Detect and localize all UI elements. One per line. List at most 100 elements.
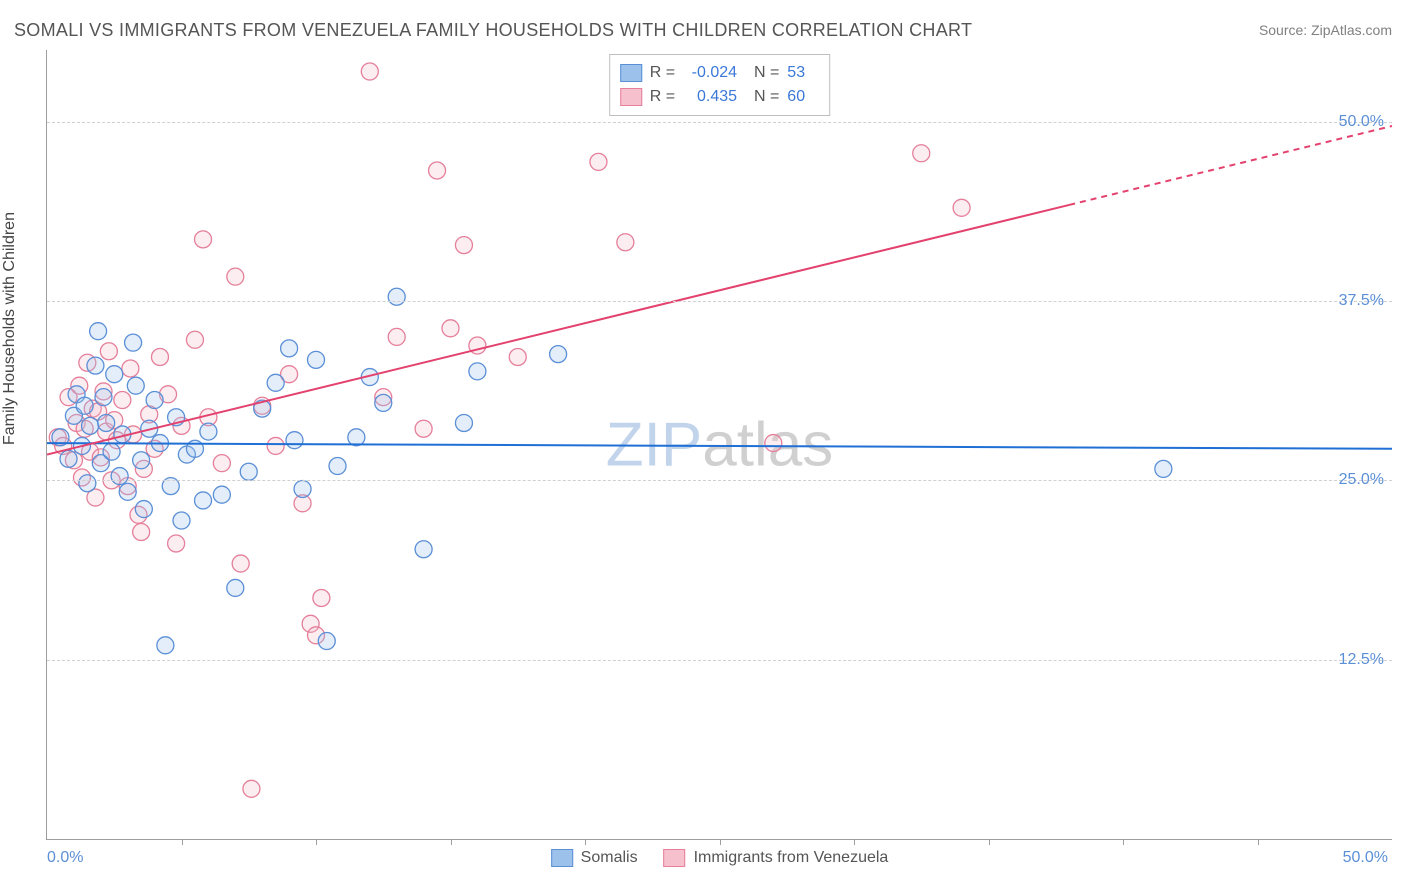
y-tick-label: 25.0% <box>1339 471 1384 489</box>
chart-title: SOMALI VS IMMIGRANTS FROM VENEZUELA FAMI… <box>14 20 972 41</box>
scatter-point <box>550 346 567 363</box>
y-axis-title: Family Households with Children <box>1 212 19 445</box>
scatter-point <box>122 360 139 377</box>
legend-label-somalis: Somalis <box>581 849 638 867</box>
y-gridline <box>47 660 1392 661</box>
r-value-a: -0.024 <box>683 61 737 85</box>
x-tick <box>316 839 317 845</box>
scatter-point <box>127 377 144 394</box>
scatter-point <box>173 512 190 529</box>
scatter-point <box>617 234 634 251</box>
legend-label-venezuela: Immigrants from Venezuela <box>694 849 889 867</box>
scatter-point <box>243 780 260 797</box>
plot-svg <box>47 50 1392 839</box>
scatter-point <box>318 633 335 650</box>
scatter-point <box>227 268 244 285</box>
legend-item-somalis: Somalis <box>551 849 638 867</box>
r-label-a: R = <box>650 61 675 85</box>
scatter-point <box>82 417 99 434</box>
x-tick <box>720 839 721 845</box>
scatter-point <box>186 331 203 348</box>
scatter-point <box>157 637 174 654</box>
scatter-point <box>329 458 346 475</box>
scatter-point <box>286 432 303 449</box>
x-start-label: 0.0% <box>47 849 83 867</box>
scatter-point <box>151 348 168 365</box>
scatter-point <box>415 420 432 437</box>
scatter-point <box>76 397 93 414</box>
legend-swatch-venezuela <box>664 849 686 867</box>
scatter-point <box>590 153 607 170</box>
y-gridline <box>47 122 1392 123</box>
scatter-point <box>429 162 446 179</box>
scatter-point <box>195 492 212 509</box>
scatter-point <box>313 589 330 606</box>
scatter-point <box>281 340 298 357</box>
scatter-point <box>87 357 104 374</box>
swatch-somalis <box>620 64 642 82</box>
scatter-point <box>135 501 152 518</box>
scatter-point <box>388 328 405 345</box>
scatter-point <box>294 480 311 497</box>
scatter-point <box>79 475 96 492</box>
n-label-b: N = <box>745 85 779 109</box>
scatter-point <box>388 288 405 305</box>
scatter-point <box>361 63 378 80</box>
scatter-point <box>1155 460 1172 477</box>
y-gridline <box>47 480 1392 481</box>
scatter-point <box>267 374 284 391</box>
scatter-point <box>375 394 392 411</box>
legend-item-venezuela: Immigrants from Venezuela <box>664 849 889 867</box>
x-tick <box>989 839 990 845</box>
y-gridline <box>47 301 1392 302</box>
regression-line <box>1069 126 1392 205</box>
scatter-point <box>348 429 365 446</box>
x-tick <box>1258 839 1259 845</box>
scatter-point <box>455 414 472 431</box>
scatter-point <box>415 541 432 558</box>
scatter-point <box>195 231 212 248</box>
scatter-point <box>913 145 930 162</box>
scatter-point <box>200 423 217 440</box>
r-label-b: R = <box>650 85 675 109</box>
scatter-point <box>90 323 107 340</box>
scatter-point <box>95 389 112 406</box>
scatter-point <box>765 435 782 452</box>
x-tick <box>585 839 586 845</box>
y-tick-label: 12.5% <box>1339 651 1384 669</box>
scatter-point <box>146 392 163 409</box>
scatter-point <box>60 450 77 467</box>
stats-row-b: R = 0.435 N = 60 <box>620 85 816 109</box>
scatter-point <box>509 348 526 365</box>
n-label-a: N = <box>745 61 779 85</box>
legend-swatch-somalis <box>551 849 573 867</box>
r-value-b: 0.435 <box>683 85 737 109</box>
scatter-point <box>227 579 244 596</box>
scatter-point <box>267 437 284 454</box>
stats-row-a: R = -0.024 N = 53 <box>620 61 816 85</box>
scatter-point <box>114 392 131 409</box>
stats-box: R = -0.024 N = 53 R = 0.435 N = 60 <box>609 54 831 116</box>
y-tick-label: 50.0% <box>1339 113 1384 131</box>
scatter-point <box>308 351 325 368</box>
y-tick-label: 37.5% <box>1339 292 1384 310</box>
n-value-a: 53 <box>787 61 815 85</box>
scatter-point <box>100 343 117 360</box>
scatter-point <box>213 486 230 503</box>
x-tick <box>854 839 855 845</box>
scatter-point <box>125 334 142 351</box>
x-tick <box>1123 839 1124 845</box>
swatch-venezuela <box>620 88 642 106</box>
scatter-point <box>111 468 128 485</box>
scatter-point <box>133 524 150 541</box>
scatter-point <box>103 443 120 460</box>
scatter-point <box>133 452 150 469</box>
scatter-point <box>953 199 970 216</box>
scatter-point <box>442 320 459 337</box>
regression-line <box>47 443 1392 449</box>
scatter-point <box>455 237 472 254</box>
x-tick <box>451 839 452 845</box>
n-value-b: 60 <box>787 85 815 109</box>
plot-area: ZIPatlas R = -0.024 N = 53 R = 0.435 N =… <box>46 50 1392 840</box>
bottom-legend: Somalis Immigrants from Venezuela <box>551 849 889 867</box>
